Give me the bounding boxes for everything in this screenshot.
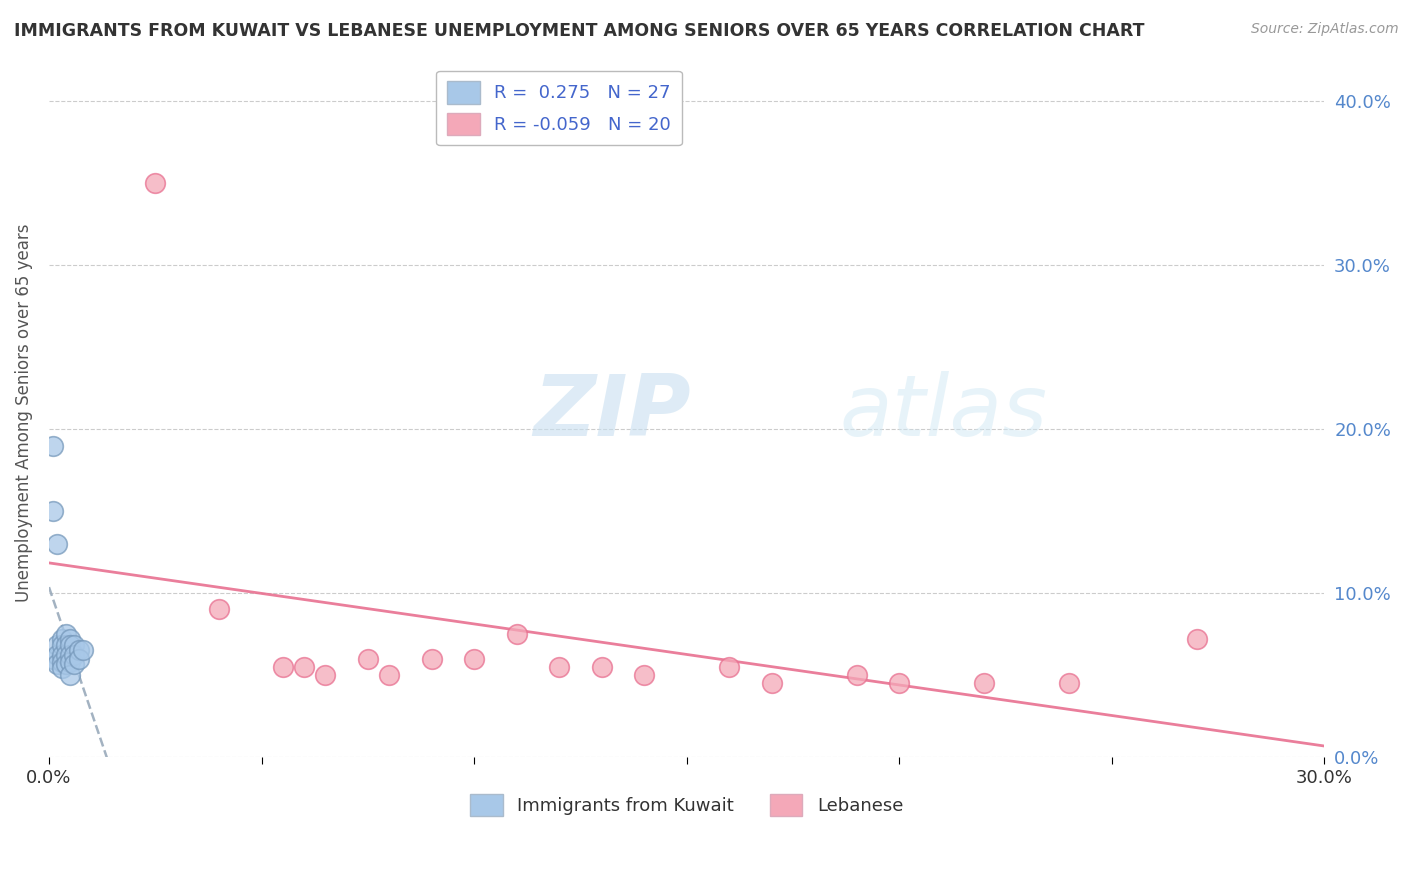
Point bbox=[633, 668, 655, 682]
Point bbox=[271, 660, 294, 674]
Point bbox=[63, 657, 86, 671]
Text: IMMIGRANTS FROM KUWAIT VS LEBANESE UNEMPLOYMENT AMONG SENIORS OVER 65 YEARS CORR: IMMIGRANTS FROM KUWAIT VS LEBANESE UNEMP… bbox=[14, 22, 1144, 40]
Point bbox=[63, 639, 86, 653]
Point bbox=[292, 660, 315, 674]
Point bbox=[718, 660, 741, 674]
Point bbox=[55, 648, 77, 663]
Point bbox=[420, 651, 443, 665]
Point bbox=[59, 648, 82, 663]
Point bbox=[505, 627, 527, 641]
Point bbox=[59, 668, 82, 682]
Point bbox=[59, 632, 82, 646]
Point bbox=[51, 661, 73, 675]
Point bbox=[42, 504, 65, 518]
Point bbox=[55, 639, 77, 653]
Point bbox=[46, 537, 69, 551]
Point bbox=[42, 651, 65, 665]
Legend: Immigrants from Kuwait, Lebanese: Immigrants from Kuwait, Lebanese bbox=[463, 787, 911, 823]
Point bbox=[463, 651, 485, 665]
Point bbox=[889, 676, 911, 690]
Point bbox=[208, 602, 231, 616]
Point bbox=[1185, 632, 1208, 646]
Point bbox=[67, 651, 90, 665]
Text: ZIP: ZIP bbox=[534, 371, 692, 454]
Point bbox=[55, 627, 77, 641]
Point bbox=[67, 643, 90, 657]
Point bbox=[314, 668, 336, 682]
Y-axis label: Unemployment Among Seniors over 65 years: Unemployment Among Seniors over 65 years bbox=[15, 224, 32, 602]
Point bbox=[143, 176, 166, 190]
Point bbox=[46, 639, 69, 653]
Point bbox=[51, 655, 73, 669]
Point bbox=[548, 660, 571, 674]
Point bbox=[51, 632, 73, 646]
Point bbox=[63, 648, 86, 663]
Point bbox=[59, 639, 82, 653]
Point bbox=[973, 676, 995, 690]
Text: Source: ZipAtlas.com: Source: ZipAtlas.com bbox=[1251, 22, 1399, 37]
Point bbox=[378, 668, 401, 682]
Point bbox=[1059, 676, 1081, 690]
Point bbox=[51, 648, 73, 663]
Point bbox=[46, 657, 69, 671]
Point bbox=[59, 655, 82, 669]
Point bbox=[357, 651, 380, 665]
Point bbox=[46, 648, 69, 663]
Text: atlas: atlas bbox=[839, 371, 1047, 454]
Point bbox=[51, 639, 73, 653]
Point bbox=[55, 657, 77, 671]
Point bbox=[591, 660, 613, 674]
Point bbox=[761, 676, 783, 690]
Point bbox=[845, 668, 868, 682]
Point bbox=[42, 438, 65, 452]
Point bbox=[72, 643, 94, 657]
